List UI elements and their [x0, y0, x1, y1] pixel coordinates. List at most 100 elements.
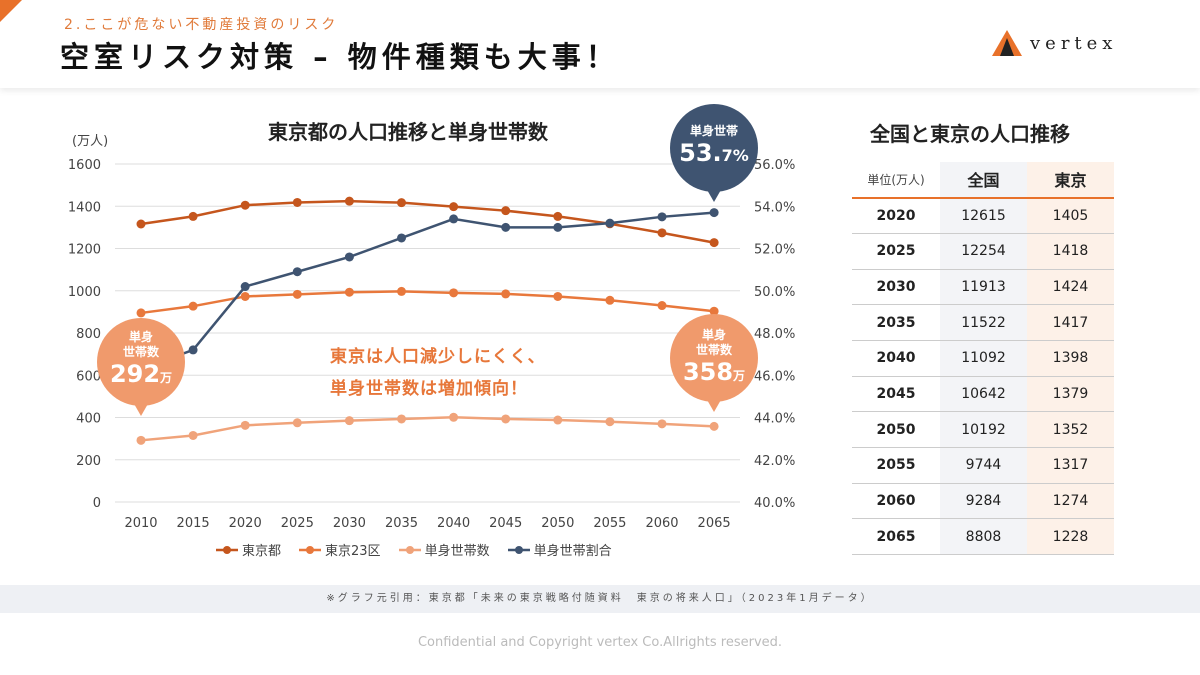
bubble-label: 世帯数 [695, 343, 732, 357]
data-point [709, 306, 719, 316]
data-point [397, 233, 406, 243]
year-cell: 2045 [852, 376, 940, 413]
x-tick-label: 2020 [229, 516, 262, 531]
data-point [344, 416, 354, 426]
chart-title: 東京都の人口推移と単身世帯数 [268, 120, 548, 144]
chart-legend: 東京都 東京23区 単身世帯数 単身世帯割合 [216, 540, 612, 559]
x-tick-label: 2040 [437, 516, 470, 531]
x-tick-label: 2030 [333, 516, 366, 531]
data-point [188, 345, 198, 355]
tokyo-cell: 1405 [1027, 197, 1114, 234]
year-cell: 2030 [852, 269, 940, 306]
tokyo-cell: 1398 [1027, 340, 1114, 377]
y-tick-label: 600 [76, 369, 101, 384]
copyright: Confidential and Copyright vertex Co.All… [417, 635, 783, 650]
year-cell: 2040 [852, 340, 940, 377]
bubble-label: 世帯数 [122, 345, 159, 359]
data-point [397, 414, 406, 424]
x-tick-label: 2010 [124, 516, 157, 531]
series-line-3 [140, 211, 715, 371]
legend-item: 単身世帯数 [398, 540, 490, 559]
y-tick-label: 0 [93, 496, 101, 511]
data-point [553, 291, 563, 301]
national-cell: 12254 [940, 233, 1027, 270]
bubble-single-2065: 単身 世帯数 358万 [670, 314, 758, 402]
chart-note-1: 東京は人口減少しにくく、 [330, 347, 546, 367]
data-point [449, 214, 459, 224]
legend-item: 単身世帯割合 [507, 540, 612, 559]
data-point [501, 289, 511, 299]
data-point [188, 430, 198, 440]
data-point [240, 420, 250, 430]
bubble-label: 単身世帯 [689, 124, 738, 138]
y-tick-label: 800 [76, 327, 101, 342]
national-cell: 10642 [940, 376, 1027, 413]
data-point [136, 435, 146, 445]
data-point [292, 418, 302, 428]
y-tick-label: 1200 [68, 243, 101, 258]
table-title: 全国と東京の人口推移 [870, 122, 1070, 146]
data-point [657, 212, 667, 222]
data-point [188, 211, 198, 221]
series-line-2 [140, 416, 715, 442]
data-point [501, 414, 511, 424]
tokyo-cell: 1274 [1027, 483, 1114, 520]
data-point [501, 222, 511, 232]
legend-item: 東京23区 [299, 540, 381, 559]
population-table: 単位(万人) 全国 東京 2020 12615 1405 2025 12254 1418 2… [852, 162, 1114, 556]
data-point [292, 197, 302, 207]
tokyo-cell: 1352 [1027, 411, 1114, 448]
table-body: 2020 12615 1405 2025 12254 1418 2030 11913 1424 2… [852, 197, 1114, 556]
data-point [553, 211, 563, 221]
data-point [240, 200, 250, 210]
series-line-0 [140, 199, 715, 244]
data-point [605, 218, 615, 228]
table-row: 2025 12254 1418 [852, 233, 1114, 270]
national-cell: 11092 [940, 340, 1027, 377]
y2-tick-label: 56.0% [754, 158, 795, 173]
year-cell: 2020 [852, 197, 940, 234]
bubble-value-decimal: 7% [721, 146, 749, 165]
table-row: 2020 12615 1405 [852, 197, 1114, 234]
table-row: 2055 9744 1317 [852, 447, 1114, 484]
x-tick-label: 2065 [698, 516, 731, 531]
y-tick-label: 1600 [68, 158, 101, 173]
bubble-pointer [706, 398, 722, 412]
page-title: 空室リスク対策 – 物件種類も大事！ [60, 40, 620, 74]
national-cell: 9744 [940, 447, 1027, 484]
x-tick-label: 2015 [177, 516, 210, 531]
data-point [657, 301, 667, 311]
table-row: 2050 10192 1352 [852, 411, 1114, 448]
bubble-single-2010: 単身 世帯数 292万 [97, 318, 185, 406]
national-cell: 10192 [940, 411, 1027, 448]
data-point [397, 286, 406, 296]
y2-tick-label: 44.0% [754, 412, 795, 427]
tokyo-cell: 1379 [1027, 376, 1114, 413]
bubble-unit: 万 [733, 369, 746, 383]
data-point [344, 196, 354, 206]
year-cell: 2025 [852, 233, 940, 270]
line-chart: 0 40.0% 200 42.0% 400 44.0% 600 46.0% 800 48.0% 10… [68, 158, 795, 531]
x-tick-label: 2025 [281, 516, 314, 531]
data-point [605, 295, 615, 305]
national-cell: 11913 [940, 269, 1027, 306]
bubble-label: 単身 [701, 328, 726, 342]
bubble-value: 53. [679, 139, 722, 167]
y2-tick-label: 54.0% [754, 200, 795, 215]
data-point [397, 198, 406, 208]
y-tick-label: 400 [76, 412, 101, 427]
data-point [292, 289, 302, 299]
data-point [657, 419, 667, 429]
y2-tick-label: 42.0% [754, 454, 795, 469]
legend-marker-icon [216, 545, 238, 554]
year-cell: 2055 [852, 447, 940, 484]
legend-item: 東京都 [216, 540, 281, 559]
bubble-pointer [706, 188, 722, 202]
data-point [136, 308, 146, 318]
data-point [344, 252, 354, 262]
legend-marker-icon [507, 545, 530, 554]
data-point [240, 282, 250, 292]
tokyo-cell: 1424 [1027, 269, 1114, 306]
bubble-unit: 万 [160, 371, 173, 385]
tokyo-cell: 1317 [1027, 447, 1114, 484]
